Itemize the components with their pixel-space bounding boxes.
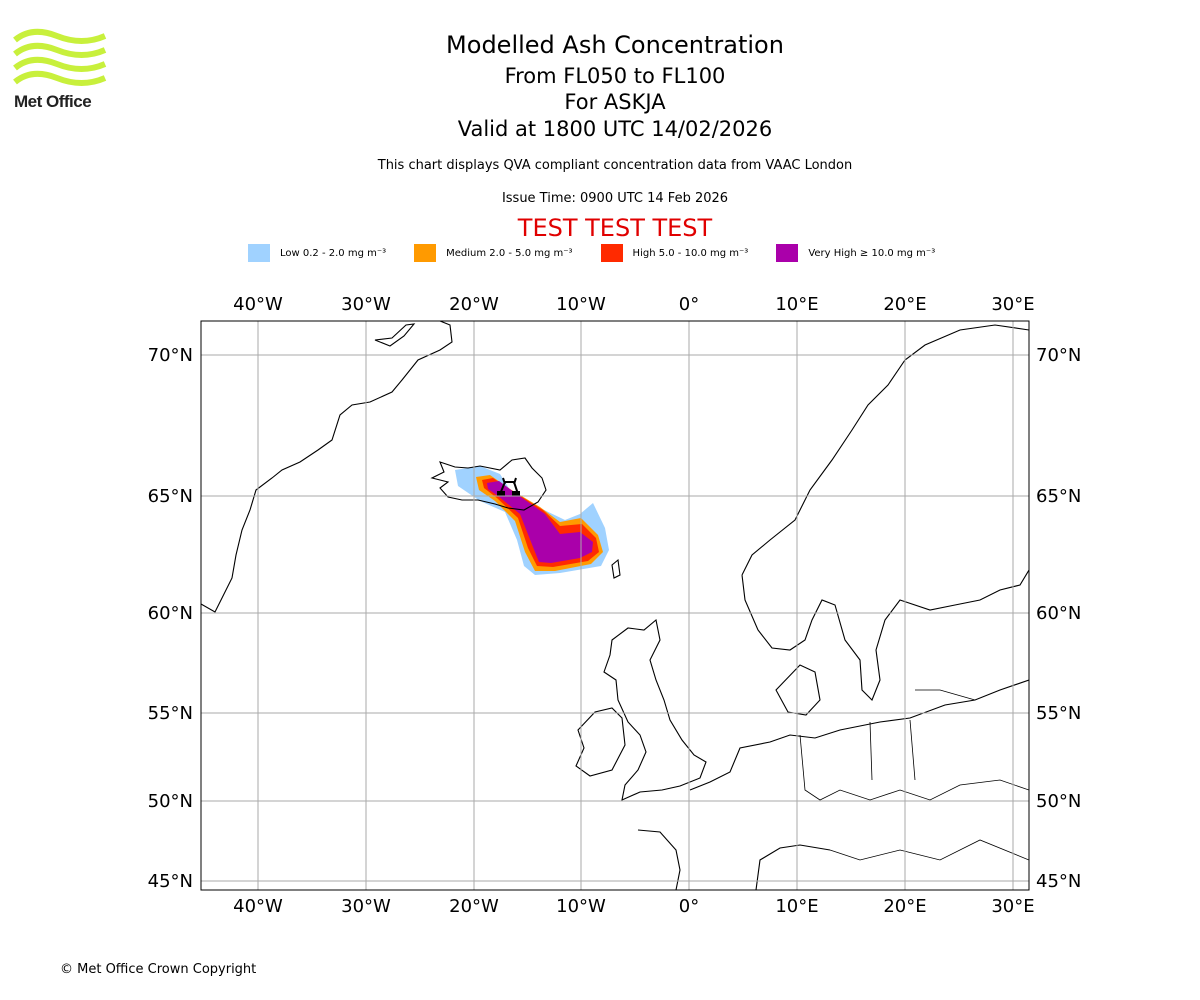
lon-tick: 10°W — [556, 896, 606, 917]
lat-tick: 60°N — [148, 603, 193, 624]
coastlines — [201, 321, 1029, 890]
met-office-logo — [12, 28, 108, 94]
legend-label: High 5.0 - 10.0 mg m⁻³ — [632, 247, 749, 259]
iceland-coast — [430, 457, 547, 511]
scandinavia-coast — [741, 324, 1029, 701]
volcano-name: For ASKJA — [564, 90, 666, 114]
chart-title: Modelled Ash Concentration — [446, 31, 784, 59]
flight-levels: From FL050 to FL100 — [504, 64, 726, 88]
legend-label: Very High ≥ 10.0 mg m⁻³ — [808, 247, 936, 259]
gridlines — [201, 321, 1029, 890]
lat-tick: 50°N — [1036, 791, 1081, 812]
test-banner: TEST TEST TEST — [517, 214, 713, 242]
lat-tick: 55°N — [1036, 703, 1081, 724]
legend-label: Medium 2.0 - 5.0 mg m⁻³ — [446, 247, 573, 259]
lat-tick: 70°N — [148, 345, 193, 366]
legend-swatch — [248, 244, 270, 262]
legend-label: Low 0.2 - 2.0 mg m⁻³ — [280, 247, 387, 259]
lon-tick: 10°E — [775, 896, 818, 917]
lat-tick: 45°N — [148, 871, 193, 892]
lon-tick: 0° — [679, 896, 699, 917]
legend-item-medium: Medium 2.0 - 5.0 mg m⁻³ — [414, 244, 573, 262]
lon-tick: 20°E — [883, 294, 926, 315]
lat-tick: 50°N — [148, 791, 193, 812]
ireland-coast — [575, 707, 626, 777]
qva-note: This chart displays QVA compliant concen… — [377, 158, 853, 173]
logo-text: Met Office — [14, 92, 92, 111]
issue-time: Issue Time: 0900 UTC 14 Feb 2026 — [501, 191, 729, 206]
lon-tick: 30°E — [991, 294, 1034, 315]
lat-ticks-left: 70°N 65°N 60°N 55°N 50°N 45°N — [148, 345, 193, 892]
map-frame — [200, 320, 1030, 891]
legend-item-low: Low 0.2 - 2.0 mg m⁻³ — [248, 244, 386, 262]
lon-tick: 40°W — [233, 294, 283, 315]
lat-tick: 65°N — [1036, 486, 1081, 507]
lat-tick: 60°N — [1036, 603, 1081, 624]
met-office-waves-icon — [13, 28, 107, 86]
lat-tick: 65°N — [148, 486, 193, 507]
lat-tick: 70°N — [1036, 345, 1081, 366]
legend-item-high: High 5.0 - 10.0 mg m⁻³ — [600, 244, 749, 262]
ash-very-high — [487, 481, 593, 563]
uk-coast — [603, 618, 707, 801]
lon-tick: 20°E — [883, 896, 926, 917]
legend-swatch — [776, 244, 799, 262]
legend-item-very-high: Very High ≥ 10.0 mg m⁻³ — [776, 244, 935, 262]
lon-tick: 30°W — [341, 294, 391, 315]
lon-tick: 20°W — [449, 294, 499, 315]
lon-tick: 30°W — [341, 896, 391, 917]
lat-ticks-right: 70°N 65°N 60°N 55°N 50°N 45°N — [1036, 345, 1081, 892]
lon-tick: 30°E — [991, 896, 1034, 917]
borders — [799, 689, 1029, 861]
greenland-coast — [201, 321, 453, 613]
volcano-marker-icon — [497, 477, 520, 496]
lon-ticks-top: 40°W 30°W 20°W 10°W 0° 10°E 20°E 30°E — [233, 294, 1034, 315]
legend-swatch — [600, 244, 623, 262]
lat-tick: 55°N — [148, 703, 193, 724]
denmark — [775, 664, 821, 716]
legend: Low 0.2 - 2.0 mg m⁻³ Medium 2.0 - 5.0 mg… — [248, 244, 963, 262]
lon-ticks-bottom: 40°W 30°W 20°W 10°W 0° 10°E 20°E 30°E — [233, 896, 1034, 917]
legend-swatch — [414, 244, 437, 262]
valid-time: Valid at 1800 UTC 14/02/2026 — [457, 117, 773, 141]
lon-tick: 10°E — [775, 294, 818, 315]
lon-tick: 10°W — [556, 294, 606, 315]
lon-tick: 40°W — [233, 896, 283, 917]
europe-coast — [637, 679, 1029, 890]
copyright: © Met Office Crown Copyright — [60, 962, 257, 977]
lat-tick: 45°N — [1036, 871, 1081, 892]
faroes — [611, 558, 621, 579]
lon-tick: 0° — [679, 294, 699, 315]
lon-tick: 20°W — [449, 896, 499, 917]
